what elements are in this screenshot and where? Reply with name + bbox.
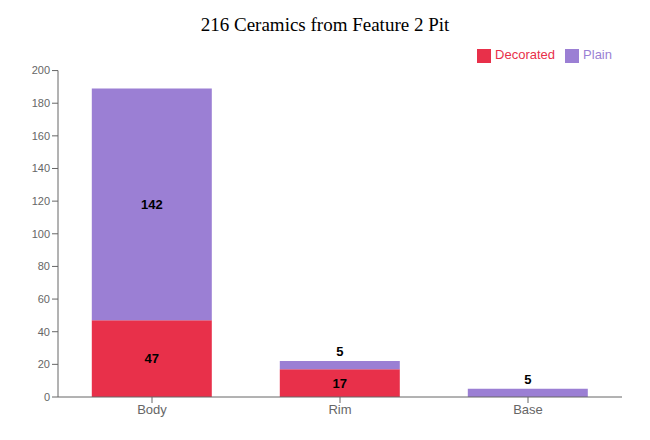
svg-text:60: 60	[38, 293, 50, 305]
svg-text:160: 160	[32, 130, 50, 142]
svg-text:Body: Body	[137, 402, 167, 417]
svg-text:140: 140	[32, 162, 50, 174]
svg-text:5: 5	[336, 344, 343, 359]
svg-text:180: 180	[32, 97, 50, 109]
svg-text:17: 17	[333, 376, 347, 391]
svg-text:Base: Base	[513, 402, 543, 417]
svg-text:Rim: Rim	[328, 402, 351, 417]
svg-text:142: 142	[141, 197, 163, 212]
html-text:216 Ceramics from Feature 2 Pi: 216 Ceramics from Feature 2 Pit	[200, 14, 450, 35]
html-text:Decorated: Decorated	[495, 47, 556, 62]
svg-text:47: 47	[145, 351, 159, 366]
svg-text:200: 200	[32, 64, 50, 76]
svg-text:80: 80	[38, 260, 50, 272]
svg-text:120: 120	[32, 195, 50, 207]
svg-text:5: 5	[524, 372, 531, 387]
svg-text:40: 40	[38, 326, 50, 338]
svg-text:100: 100	[32, 228, 50, 240]
html-text:Plain: Plain	[583, 47, 612, 62]
svg-text:20: 20	[38, 358, 50, 370]
svg-text:0: 0	[44, 391, 50, 403]
